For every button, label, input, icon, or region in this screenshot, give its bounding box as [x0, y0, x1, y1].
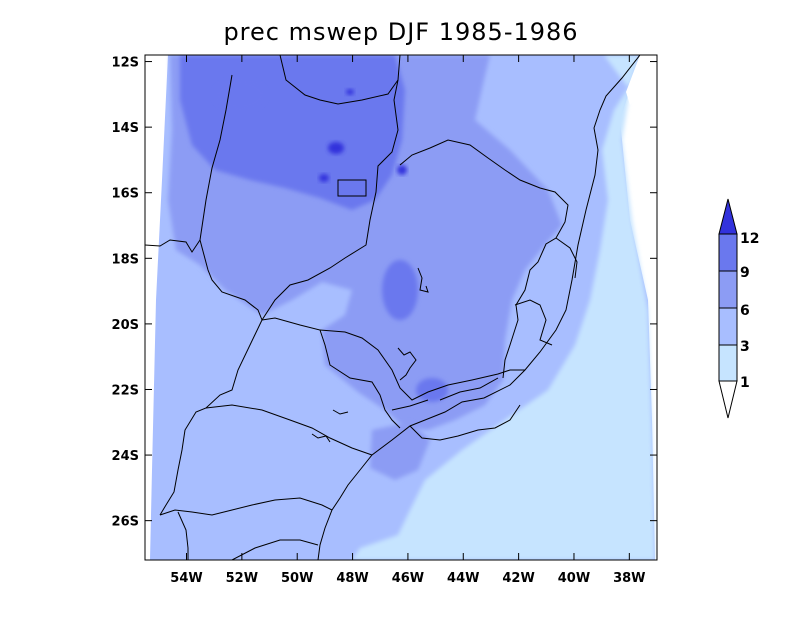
y-tick-label: 14S [112, 121, 139, 136]
y-tick-label: 20S [112, 318, 139, 333]
y-tick-label: 18S [112, 252, 139, 267]
y-axis: 12S 14S 16S 18S 20S 22S 24S 26S [112, 56, 657, 530]
x-tick-label: 42W [502, 571, 534, 586]
border-minas-south [319, 329, 525, 401]
precip-blob-gt12-d [346, 89, 354, 95]
border-sp-rj-coast [409, 404, 521, 441]
border-minas-rj [439, 377, 499, 401]
x-tick-label: 40W [558, 571, 590, 586]
border-minas-interior [514, 299, 553, 346]
border-sp-west [261, 317, 401, 429]
colorbar-label-3: 3 [740, 339, 750, 355]
colorbar-label-1: 1 [740, 375, 750, 391]
x-tick-label: 48W [336, 571, 368, 586]
reservoir-tres-marias [417, 267, 429, 293]
colorbar-cell-3-6 [718, 307, 738, 346]
no-data-east-corner [626, 55, 657, 105]
precip-blob-9-12-a [214, 79, 266, 111]
coastline [317, 55, 641, 560]
x-tick-label: 38W [613, 571, 645, 586]
border-minas-espirito-santo [555, 237, 578, 279]
colorbar-label-6: 6 [740, 303, 750, 319]
precip-blob-9-12-b [382, 260, 418, 320]
border-ms-parana [159, 319, 263, 516]
x-tick-label: 46W [392, 571, 424, 586]
border-parana-sp [205, 404, 373, 456]
reservoir-paranapanema [332, 409, 349, 415]
y-tick-label: 16S [112, 187, 139, 202]
y-tick-label: 26S [112, 515, 139, 530]
border-sc-rs [231, 539, 319, 560]
border-parana-south [177, 511, 189, 560]
y-tick-label: 12S [112, 56, 139, 71]
x-tick-label: 54W [170, 571, 202, 586]
border-mt-go [279, 55, 399, 105]
precip-band-1-3 [352, 55, 655, 560]
colorbar: 12 9 6 3 1 [718, 198, 759, 419]
border-parana-sc [159, 497, 333, 516]
y-tick-label: 22S [112, 383, 139, 398]
precip-blob-gt12-a [328, 142, 344, 154]
border-sp-rj [391, 399, 429, 411]
colorbar-label-12: 12 [740, 231, 759, 247]
x-tick-label: 44W [447, 571, 479, 586]
reservoir-furnas [397, 347, 417, 381]
border-goias-minas [261, 55, 401, 321]
border-go-west [199, 74, 263, 321]
precip-band-6-9-south [370, 422, 430, 480]
precip-blob-gt12-b [319, 174, 329, 182]
colorbar-triangle-high [718, 198, 738, 235]
precip-blob-gt12-c [397, 165, 407, 175]
precipitation-field [145, 55, 657, 560]
precip-blob-9-12-c [416, 378, 448, 402]
x-tick-label: 52W [226, 571, 258, 586]
plot-frame [144, 54, 658, 561]
x-axis: 54W 52W 50W 48W 46W 44W 42W 40W 38W [170, 55, 646, 586]
reservoir-tiete [311, 433, 331, 443]
colorbar-label-9: 9 [740, 265, 750, 281]
border-minas-bahia [399, 139, 569, 379]
colorbar-cell-9-12 [718, 233, 738, 272]
boundary-lines [145, 55, 641, 560]
colorbar-cell-6-9 [718, 270, 738, 309]
y-tick-label: 24S [112, 449, 139, 464]
border-df [337, 179, 367, 197]
colorbar-cell-1-3 [718, 344, 738, 382]
x-tick-label: 50W [281, 571, 313, 586]
map-title: prec mswep DJF 1985-1986 [223, 18, 579, 46]
border-ms-west [145, 239, 201, 253]
colorbar-triangle-low [718, 380, 738, 419]
